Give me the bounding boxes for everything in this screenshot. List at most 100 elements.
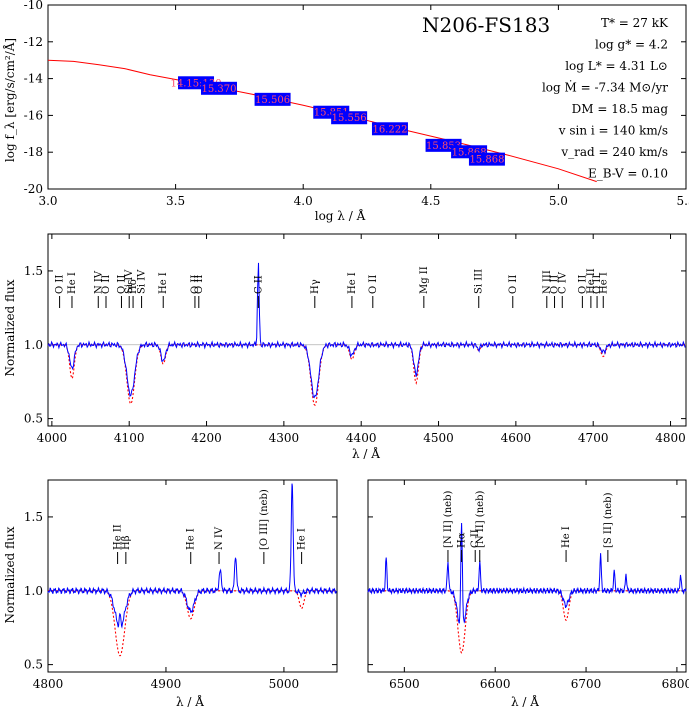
line-id-label: O II [194, 275, 205, 294]
line-id-label: He I [347, 272, 358, 294]
x-tick-label: 4000 [37, 431, 68, 445]
line-id-label: O II [101, 275, 112, 294]
line-id-label: N IV [93, 270, 104, 294]
photometry-magnitude: 15.370 [201, 84, 236, 95]
photometry-magnitude: 15.556 [332, 113, 367, 124]
y-tick-label: 1.5 [24, 264, 43, 278]
photometry-box [371, 122, 408, 136]
line-id-label: [N II] (neb) [443, 491, 454, 548]
sed-ylabel: log f_λ [erg/s/cm²/Å] [2, 38, 17, 162]
photometry-box [468, 152, 505, 166]
x-tick-label: 6800 [662, 677, 689, 691]
line-id-label: He II [586, 268, 597, 294]
y-tick-label: -16 [24, 108, 43, 122]
line-id-label: Hδ [128, 279, 139, 294]
x-tick-label: 3.5 [166, 194, 185, 208]
photometry-box [331, 111, 368, 125]
hbeta-xlabel: λ / Å [176, 694, 204, 709]
model-sed-line [47, 59, 597, 183]
model-spectrum-line [368, 590, 686, 654]
parameter-item: E_B-V = 0.10 [588, 167, 668, 181]
spectrum-panel-halpha: λ / Å 6500 6600 6700 6800[N II] (neb) Hα C II… [367, 479, 689, 709]
x-tick-label: 4200 [191, 431, 222, 445]
parameter-item: T* = 27 kK [601, 16, 669, 30]
y-tick-label: 0.5 [24, 658, 43, 672]
line-id-label: O II [190, 275, 201, 294]
x-tick-label: 4700 [578, 431, 609, 445]
line-id-label: Mg II [419, 266, 430, 294]
x-tick-label: 4.0 [294, 194, 313, 208]
parameter-item: v sin i = 140 km/s [558, 124, 668, 138]
x-tick-label: 6700 [571, 677, 602, 691]
hbeta-frame [47, 479, 338, 673]
line-id-label: O II [368, 275, 379, 294]
line-id-label: He I [186, 528, 197, 550]
blue-frame [47, 233, 687, 427]
line-id-label: He I [67, 272, 78, 294]
x-tick-label: 4100 [114, 431, 145, 445]
parameter-item: log g* = 4.2 [595, 38, 668, 52]
line-id-label: O II [577, 275, 588, 294]
line-id-label: O II [55, 275, 66, 294]
x-tick-label: 4800 [655, 431, 686, 445]
model-spectrum-line [48, 344, 686, 407]
line-id-label: [S II] (neb) [603, 492, 614, 548]
line-id-label: Hγ [310, 279, 321, 294]
blue-xlabel: λ / Å [352, 446, 380, 461]
line-id-label: C II [253, 275, 264, 294]
x-tick-label: 5.5 [676, 194, 689, 208]
parameter-item: log L* = 4.31 L⊙ [565, 59, 668, 73]
photometry-magnitude: 15.853 [426, 141, 461, 152]
line-id-label: He II [113, 524, 124, 550]
line-id-label: O II [592, 275, 603, 294]
line-id-label: N IV [214, 526, 225, 550]
line-id-label: He I [297, 528, 308, 550]
y-tick-label: -12 [24, 35, 43, 49]
photometry-magnitude: 15.506 [255, 95, 290, 106]
spectrum-panel-blue: λ / Å Normalized flux 4000 4100 4200 4300 44… [3, 233, 687, 461]
line-id-label: O II [508, 275, 519, 294]
observed-spectrum-line [47, 483, 337, 629]
y-tick-label: -20 [24, 182, 43, 196]
halpha-frame [367, 479, 687, 673]
line-id-label: O II [550, 275, 561, 294]
x-tick-label: 6500 [389, 677, 420, 691]
line-id-label: C IV [557, 271, 568, 294]
x-tick-label: 4400 [346, 431, 377, 445]
line-id-label: N III [542, 270, 553, 294]
x-tick-label: 5000 [269, 677, 300, 691]
line-id-label: Si IV [137, 269, 148, 294]
spectrum-panel-hbeta: λ / Å Normalized flux 4800 4900 5000 0.5 1.0… [3, 479, 338, 709]
x-tick-label: 5.0 [549, 194, 568, 208]
photometry-magnitude: 15.868 [469, 155, 504, 166]
model-spectrum-line [48, 590, 337, 657]
observed-spectrum-line [367, 522, 687, 624]
hbeta-ylabel: Normalized flux [3, 526, 17, 623]
sed-title: N206-FS183 [422, 13, 550, 37]
line-id-label: [N II] (neb) [475, 491, 486, 548]
line-id-label: Si IV [124, 269, 135, 294]
line-id-label: C II [470, 529, 481, 548]
photometry-magnitude: 16.222 [372, 124, 407, 135]
y-tick-label: -14 [24, 72, 44, 86]
parameter-item: v_rad = 240 km/s [560, 145, 668, 159]
photometry-box [254, 92, 291, 106]
x-tick-label: 4600 [501, 431, 532, 445]
x-tick-label: 4.5 [421, 194, 440, 208]
parameter-item: DM = 18.5 mag [572, 102, 669, 116]
x-tick-label: 4300 [269, 431, 300, 445]
line-id-label: Si III [474, 269, 485, 294]
x-tick-label: 4900 [151, 677, 182, 691]
x-tick-label: 6600 [480, 677, 511, 691]
line-id-label: He I [598, 272, 609, 294]
photometry-box [200, 81, 237, 95]
y-tick-label: -10 [24, 0, 43, 12]
photometry-magnitude: 14.15:130 [170, 78, 221, 89]
y-tick-label: -18 [24, 145, 43, 159]
x-tick-label: 4800 [33, 677, 64, 691]
x-tick-label: 3.0 [38, 194, 57, 208]
y-tick-label: 1.0 [24, 338, 43, 352]
line-id-label: He I [561, 526, 572, 548]
parameter-item: log Ṁ = -7.34 M⊙/yr [542, 80, 668, 95]
